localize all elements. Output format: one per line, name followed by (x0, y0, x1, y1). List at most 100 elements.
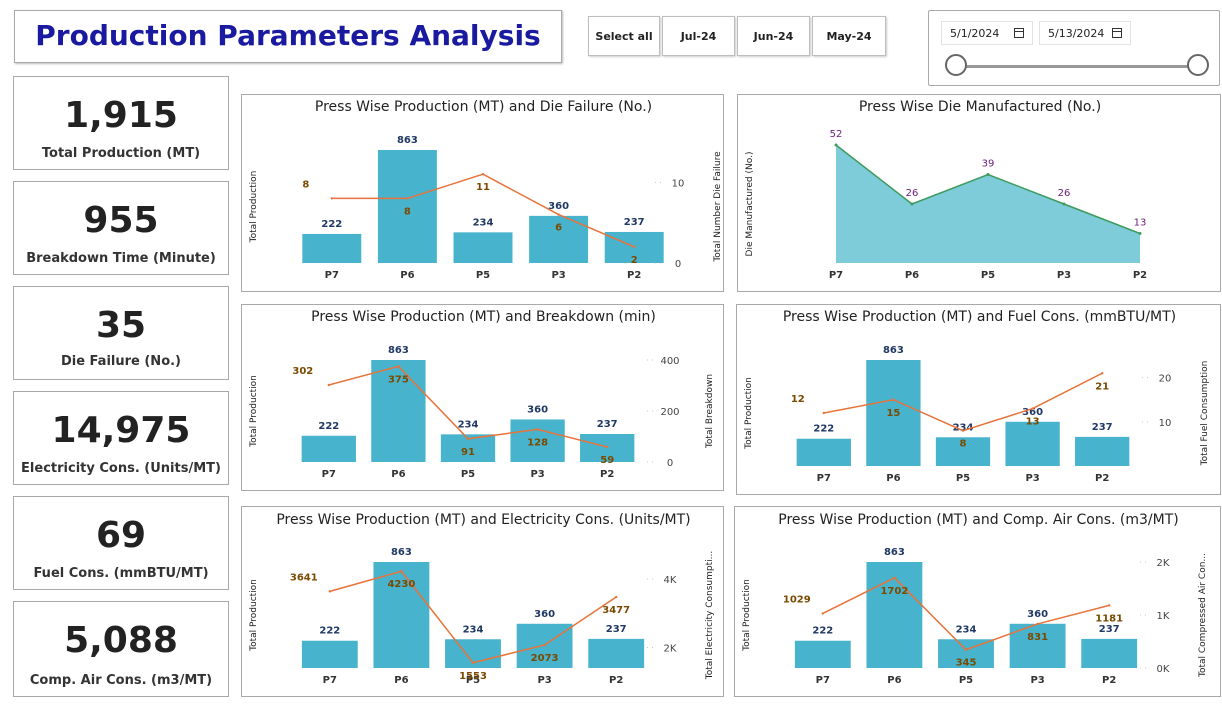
slicer-jun-24-button[interactable]: Jun-24 (737, 16, 810, 56)
bar-data-label: 234 (458, 419, 479, 430)
y-axis-label: Total Production (249, 375, 259, 448)
line-data-label: 345 (956, 658, 977, 669)
line-point (1108, 604, 1111, 607)
start-date-value: 5/1/2024 (950, 26, 1000, 40)
chart-title: Press Wise Production (MT) and Fuel Cons… (783, 309, 1176, 325)
bar (866, 360, 921, 466)
kpi-value: 5,088 (64, 620, 178, 661)
line-data-label: 21 (1095, 381, 1109, 392)
bar (866, 562, 923, 668)
y2-tick-label: 4K (664, 575, 677, 586)
line-data-label: 1553 (459, 671, 487, 682)
y-axis-label: Total Production (744, 377, 754, 450)
y2-axis-label: Total Number Die Failure (713, 151, 723, 263)
bar-data-label: 360 (527, 404, 548, 415)
bar-data-label: 222 (319, 626, 340, 637)
line-data-label: 375 (388, 374, 409, 385)
end-date-value: 5/13/2024 (1048, 26, 1105, 40)
kpi-label: Fuel Cons. (mmBTU/MT) (33, 566, 209, 581)
bar-data-label: 234 (953, 422, 974, 433)
y2-tick-dots: · · (1141, 418, 1149, 427)
y2-tick-dots: · · (1139, 664, 1147, 673)
x-tick-label: P2 (1102, 675, 1116, 686)
bar (373, 562, 430, 668)
bar-data-label: 360 (548, 201, 569, 212)
chart-title: Press Wise Production (MT) and Breakdown… (311, 309, 656, 325)
bar-data-label: 234 (956, 624, 977, 635)
line-data-label: 12 (791, 394, 805, 405)
data-label: 26 (906, 188, 919, 199)
line-data-label: 1181 (1095, 613, 1123, 624)
line-data-label: 8 (404, 206, 411, 217)
x-tick-label: P5 (461, 469, 475, 480)
bar-data-label: 863 (391, 547, 412, 558)
bar-data-label: 234 (473, 217, 494, 228)
data-label: 26 (1058, 188, 1071, 199)
x-tick-label: P3 (1030, 675, 1044, 686)
x-tick-label: P6 (905, 270, 919, 281)
date-slider-start-handle[interactable] (945, 54, 967, 76)
bar-data-label: 222 (812, 626, 833, 637)
bar (453, 232, 513, 263)
title-card: Production Parameters Analysis (14, 10, 562, 63)
chart-title: Press Wise Production (MT) and Die Failu… (315, 99, 652, 115)
line-point (822, 411, 825, 415)
x-tick-label: P5 (476, 270, 490, 281)
line-point (327, 383, 330, 387)
y2-axis-label: Total Breakdown (705, 374, 715, 449)
y2-axis-label: Total Compressed Air Con... (1198, 553, 1208, 678)
slicer-may-24-button[interactable]: May-24 (812, 16, 886, 56)
x-tick-label: P6 (886, 473, 900, 484)
line-point (536, 428, 539, 431)
line-point (1031, 407, 1034, 410)
line-point (1036, 622, 1039, 626)
bar (935, 437, 991, 466)
line-point (892, 398, 895, 401)
line-point (961, 429, 965, 432)
calendar-icon[interactable] (1112, 28, 1122, 38)
bar (371, 360, 426, 462)
chart-die-failure: Press Wise Production (MT) and Die Failu… (241, 94, 724, 292)
line-data-label: 13 (1026, 417, 1040, 428)
line-data-label: 2 (631, 255, 638, 266)
y2-tick-dots: · · (654, 178, 662, 187)
chart-breakdown: Press Wise Production (MT) and Breakdown… (241, 304, 724, 491)
kpi-label: Comp. Air Cons. (m3/MT) (29, 673, 213, 688)
bar (301, 640, 358, 668)
x-tick-label: P3 (1025, 473, 1039, 484)
y2-tick-label: 10 (672, 178, 685, 189)
line-point (481, 173, 485, 176)
line-data-label: 302 (292, 366, 313, 377)
bar-data-label: 237 (597, 419, 618, 430)
date-slider-end-handle[interactable] (1187, 54, 1209, 76)
bar-data-label: 360 (1022, 407, 1043, 418)
x-tick-label: P7 (322, 469, 336, 480)
line-point (893, 576, 896, 579)
y2-tick-dots: · · (654, 259, 662, 268)
bar-data-label: 360 (534, 609, 555, 620)
kpi-value: 1,915 (64, 95, 178, 136)
slicer-jul-24-button[interactable]: Jul-24 (662, 16, 735, 56)
date-slider-track[interactable] (955, 65, 1199, 68)
line-data-label: 8 (302, 179, 309, 190)
x-tick-label: P6 (394, 675, 408, 686)
y2-tick-dots: · · (646, 458, 654, 467)
chart-breakdown-svg: Press Wise Production (MT) and Breakdown… (249, 309, 715, 480)
page-title: Production Parameters Analysis (35, 19, 541, 52)
series-line (822, 576, 1110, 651)
bar (302, 233, 362, 263)
bar-data-label: 234 (463, 624, 484, 635)
end-date-field[interactable]: 5/13/2024 (1039, 21, 1131, 45)
x-tick-label: P5 (956, 473, 970, 484)
kpi-label: Breakdown Time (Minute) (26, 251, 216, 266)
slicer-select-all-button[interactable]: Select all (588, 16, 660, 56)
y2-tick-dots: · · (646, 356, 654, 365)
calendar-icon[interactable] (1014, 28, 1024, 38)
x-tick-label: P3 (551, 270, 565, 281)
bar-data-label: 222 (318, 421, 339, 432)
y2-tick-label: 20 (1159, 374, 1172, 385)
line-point (543, 643, 546, 647)
line-point (466, 437, 470, 440)
chart-comp-air-svg: Press Wise Production (MT) and Comp. Air… (742, 512, 1208, 686)
start-date-field[interactable]: 5/1/2024 (941, 21, 1033, 45)
